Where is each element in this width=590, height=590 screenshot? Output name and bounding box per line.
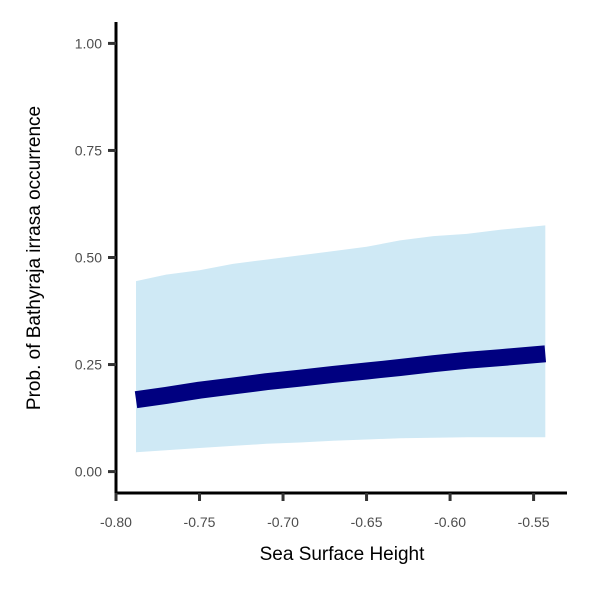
y-tick-label: 1.00 (75, 35, 102, 51)
confidence-band (136, 225, 546, 453)
x-tick-label: -0.55 (518, 514, 550, 530)
x-tick-label: -0.80 (100, 514, 132, 530)
x-ticks: -0.80 -0.75 -0.70 -0.65 -0.60 -0.55 (100, 493, 550, 530)
x-tick-label: -0.65 (351, 514, 383, 530)
x-tick-label: -0.70 (267, 514, 299, 530)
y-tick-label: 0.25 (75, 357, 102, 373)
y-axis-title: Prob. of Bathyraja irrasa occurrence (24, 106, 45, 410)
y-tick-label: 0.75 (75, 142, 102, 158)
y-tick-label: 0.00 (75, 464, 102, 480)
ci-band-layer (136, 225, 546, 453)
x-tick-label: -0.60 (434, 514, 466, 530)
trend-line (134, 345, 547, 409)
trend-line-layer (134, 345, 547, 409)
y-ticks: 0.00 0.25 0.50 0.75 1.00 (75, 35, 116, 480)
x-axis-title: Sea Surface Height (260, 544, 425, 565)
x-tick-label: -0.75 (184, 514, 216, 530)
y-tick-label: 0.50 (75, 250, 102, 266)
